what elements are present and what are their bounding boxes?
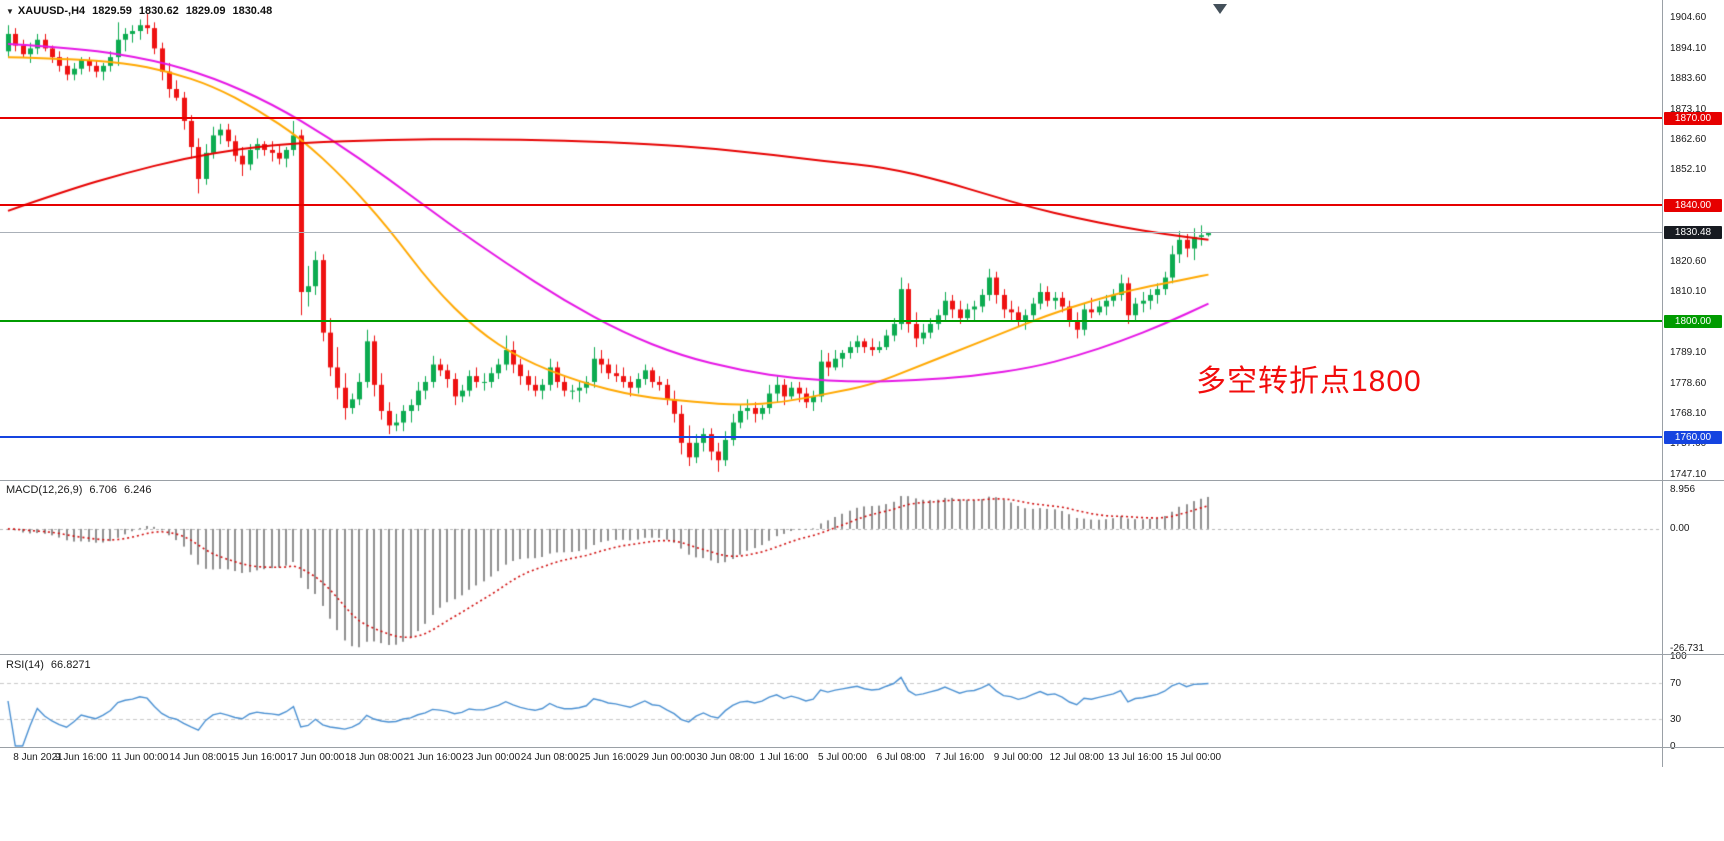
ohlc-close: 1830.48	[232, 5, 273, 17]
rsi-name: RSI(14)	[6, 659, 44, 671]
chart-shift-marker-icon[interactable]	[1213, 4, 1227, 14]
price-tick-label: 1862.60	[1670, 133, 1707, 145]
time-axis-label: 13 Jul 16:00	[1108, 752, 1163, 763]
price-tick-label: 1820.60	[1670, 255, 1707, 267]
macd-scale-label: 0.00	[1670, 523, 1690, 535]
time-axis-label: 30 Jun 08:00	[696, 752, 755, 763]
time-axis-label: 29 Jun 00:00	[637, 752, 696, 763]
time-axis-label: 24 Jun 08:00	[520, 752, 579, 763]
current-price-label: 1830.48	[1664, 226, 1722, 240]
macd-name: MACD(12,26,9)	[6, 484, 83, 496]
macd-scale-label: 8.956	[1670, 483, 1696, 495]
price-tick-label: 1757.60	[1670, 438, 1707, 450]
price-tick-label: 1883.60	[1670, 73, 1707, 85]
rsi-scale-label: 100	[1670, 650, 1687, 662]
price-tick-label: 1904.60	[1670, 12, 1707, 24]
hline-1800.00[interactable]	[0, 320, 1662, 323]
rsi-scale-label: 30	[1670, 713, 1682, 725]
hline-price-label: 1840.00	[1664, 198, 1722, 212]
time-axis-label: 15 Jul 00:00	[1166, 752, 1222, 763]
price-tick-label: 1778.60	[1670, 377, 1707, 389]
macd-indicator-label: MACD(12,26,9) 6.706 6.246	[6, 484, 151, 496]
hline-1870.00[interactable]	[0, 117, 1662, 120]
price-tick-label: 1747.10	[1670, 468, 1707, 480]
ohlc-open: 1829.59	[92, 5, 132, 17]
rsi-indicator-label: RSI(14) 66.8271	[6, 659, 91, 671]
rsi-scale-label: 0	[1670, 740, 1676, 752]
hline-1760.00[interactable]	[0, 436, 1662, 439]
ohlc-high: 1830.62	[138, 5, 179, 17]
rsi-scale-label: 70	[1670, 677, 1682, 689]
time-axis-label: 14 Jun 08:00	[169, 752, 228, 763]
price-tick-label: 1873.10	[1670, 103, 1707, 115]
price-tick-label: 1768.10	[1670, 408, 1707, 420]
macd-main-value: 6.706	[89, 484, 117, 496]
hline-price-label: 1760.00	[1664, 430, 1722, 444]
panel-separator-macd-rsi[interactable]	[0, 654, 1724, 655]
current-price-line	[0, 232, 1662, 234]
macd-signal-value: 6.246	[123, 484, 152, 496]
symbol-period-label: XAUUSD-,H4	[17, 5, 86, 17]
price-tick-label: 1852.10	[1670, 164, 1707, 176]
macd-scale-label: -26.731	[1670, 642, 1704, 654]
price-tick-label: 1810.10	[1670, 286, 1707, 298]
time-axis-label: 25 Jun 16:00	[579, 752, 638, 763]
panel-separator-main-macd[interactable]	[0, 480, 1724, 481]
time-axis-label: 17 Jun 00:00	[286, 752, 345, 763]
rsi-value: 66.8271	[50, 659, 91, 671]
price-scale[interactable]: 1904.60 1894.10 1883.60 1873.10 1862.60 1852.…	[1662, 0, 1724, 767]
time-axis-label: 11 Jun 00:00	[111, 752, 169, 763]
hline-price-label: 1800.00	[1664, 314, 1722, 328]
time-axis-label: 18 Jun 08:00	[345, 752, 403, 763]
panel-separator-rsi-timeaxis	[0, 747, 1724, 748]
time-axis-label: 5 Jul 00:00	[818, 752, 867, 763]
price-tick-label: 1789.10	[1670, 347, 1707, 359]
time-axis[interactable]: 8 Jun 2021 9 Jun 16:00 11 Jun 00:00 14 Jun …	[0, 748, 1662, 770]
time-axis-label: 8 Jun 2021	[13, 752, 63, 763]
time-axis-label: 6 Jul 08:00	[876, 752, 926, 763]
time-axis-label: 12 Jul 08:00	[1049, 752, 1104, 763]
time-axis-label: 1 Jul 16:00	[759, 752, 809, 763]
hline-price-label: 1870.00	[1664, 111, 1722, 125]
symbol-dropdown-icon[interactable]: ▼	[6, 7, 14, 16]
ohlc-low: 1829.09	[185, 5, 226, 17]
time-axis-label: 7 Jul 16:00	[935, 752, 985, 763]
time-axis-label: 9 Jul 00:00	[993, 752, 1043, 763]
chart-title: ▼ XAUUSD-,H4 1829.59 1830.62 1829.09 1830.48	[6, 5, 272, 17]
time-axis-label: 15 Jun 16:00	[227, 752, 286, 763]
time-axis-label: 9 Jun 16:00	[55, 752, 108, 763]
text-annotation[interactable]: 多空转折点1800	[1196, 365, 1422, 398]
hline-1840.00[interactable]	[0, 204, 1662, 207]
price-tick-label: 1894.10	[1670, 42, 1707, 54]
time-axis-label: 21 Jun 16:00	[403, 752, 462, 763]
time-axis-label: 23 Jun 00:00	[462, 752, 521, 763]
